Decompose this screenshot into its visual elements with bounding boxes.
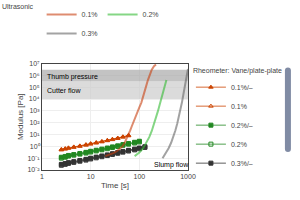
svg-text:10⁵: 10⁵ — [29, 84, 40, 91]
svg-text:Time [s]: Time [s] — [101, 181, 129, 190]
svg-text:0.2%: 0.2% — [231, 141, 247, 148]
svg-text:Thumb pressure: Thumb pressure — [47, 73, 98, 81]
svg-text:Cutter flow: Cutter flow — [47, 87, 81, 94]
svg-text:10⁶: 10⁶ — [29, 72, 40, 79]
svg-text:Slump flow: Slump flow — [154, 161, 189, 169]
svg-text:10: 10 — [87, 173, 95, 180]
svg-text:0.1%: 0.1% — [82, 11, 98, 18]
svg-text:10⁻²: 10⁻² — [27, 166, 40, 173]
svg-text:10²: 10² — [29, 119, 40, 126]
svg-text:Modulus [Pa]: Modulus [Pa] — [16, 93, 25, 140]
svg-text:Ultrasonic: Ultrasonic — [2, 3, 34, 10]
svg-text:0.3%: 0.3% — [82, 30, 98, 37]
svg-text:10⁻¹: 10⁻¹ — [27, 155, 40, 162]
svg-text:10⁰: 10⁰ — [30, 143, 41, 150]
svg-text:100: 100 — [133, 173, 145, 180]
svg-text:1: 1 — [40, 173, 44, 180]
svg-text:10³: 10³ — [29, 107, 40, 114]
svg-text:Rheometer: Vane/plate-plate: Rheometer: Vane/plate-plate — [193, 67, 282, 75]
svg-text:1000: 1000 — [180, 173, 196, 180]
svg-text:10⁷: 10⁷ — [29, 60, 40, 67]
svg-text:10¹: 10¹ — [29, 131, 40, 138]
svg-text:0.1%/–: 0.1%/– — [231, 84, 253, 91]
svg-text:0.2%: 0.2% — [143, 11, 159, 18]
svg-text:0.1%: 0.1% — [231, 103, 247, 110]
svg-text:0.3%/–: 0.3%/– — [231, 160, 253, 167]
svg-text:10⁴: 10⁴ — [29, 95, 40, 102]
svg-text:0.2%/–: 0.2%/– — [231, 122, 253, 129]
